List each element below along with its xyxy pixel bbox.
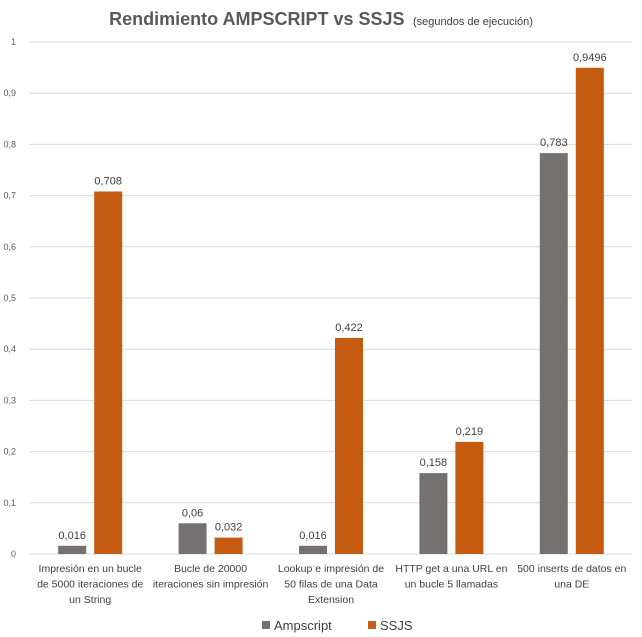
bar-ampscript [178, 523, 207, 554]
data-label: 0,158 [420, 457, 448, 469]
category-label-line: Impresión en un bucle [39, 563, 142, 575]
data-label: 0,9496 [573, 52, 607, 64]
bar-ampscript [539, 153, 568, 554]
category-label-line: 50 filas de una Data [284, 579, 378, 591]
bar-ampscript [58, 545, 87, 554]
category-label-line: de 5000 iteraciones de [37, 579, 143, 591]
legend: Ampscript SSJS [262, 618, 413, 633]
y-axis-ticks: 0 0,1 0,2 0,3 0,4 0,5 0,6 0,7 0,8 0,9 1 [3, 37, 16, 559]
x-axis-categories: Impresión en un bucle de 5000 iteraciones… [37, 563, 626, 606]
y-tick-label: 0,4 [3, 344, 16, 354]
category-label-line: 500 inserts de datos en [517, 563, 626, 575]
data-labels: 0,016 0,708 0,06 0,032 0,016 0,422 0,158 0,219 0… [58, 52, 606, 542]
bar-ssjs [94, 191, 123, 554]
bar-ampscript [299, 545, 327, 554]
data-label: 0,016 [299, 530, 327, 542]
category-label-line: Lookup e impresión de [278, 563, 384, 575]
bar-ssjs [335, 337, 363, 554]
category-label: 500 inserts de datos en una DE [517, 563, 626, 591]
legend-label-ampscript: Ampscript [274, 618, 332, 633]
category-label: Bucle de 20000 iteraciones sin impresión [153, 563, 269, 591]
data-label: 0,708 [94, 176, 122, 188]
y-tick-label: 0,8 [3, 139, 16, 149]
category-label-line: un String [69, 594, 111, 606]
category-label-line: iteraciones sin impresión [153, 579, 269, 591]
category-label-line: Extension [308, 594, 354, 606]
gridlines [30, 41, 632, 555]
y-tick-label: 0,7 [3, 191, 16, 201]
legend-swatch-ampscript [262, 621, 270, 629]
category-label-line: una DE [554, 579, 589, 591]
chart-subtitle: (segundos de ejecución) [413, 16, 533, 28]
chart-title: Rendimiento AMPSCRIPT vs SSJS (segundos … [109, 9, 533, 29]
y-tick-label: 0,2 [3, 447, 16, 457]
category-label: HTTP get a una URL en un bucle 5 llamadas [395, 563, 507, 591]
data-label: 0,016 [58, 530, 86, 542]
data-label: 0,219 [456, 426, 484, 438]
bar-ssjs [214, 537, 243, 554]
legend-swatch-ssjs [368, 621, 376, 629]
y-tick-label: 0,3 [3, 395, 16, 405]
bar-ssjs [455, 441, 484, 554]
category-label-line: un bucle 5 llamadas [405, 579, 498, 591]
y-tick-label: 0,1 [3, 498, 16, 508]
y-tick-label: 0 [11, 549, 16, 559]
data-label: 0,06 [182, 507, 203, 519]
y-tick-label: 0,5 [3, 293, 16, 303]
chart-title-main: Rendimiento AMPSCRIPT vs SSJS [109, 9, 404, 29]
bars [58, 67, 604, 554]
legend-label-ssjs: SSJS [380, 618, 413, 633]
y-tick-label: 0,9 [3, 88, 16, 98]
bar-ampscript [419, 473, 448, 554]
data-label: 0,422 [335, 322, 363, 334]
category-label: Impresión en un bucle de 5000 iteraciones… [37, 563, 143, 606]
category-label: Lookup e impresión de 50 filas de una Dat… [278, 563, 384, 606]
data-label: 0,783 [540, 137, 568, 149]
category-label-line: HTTP get a una URL en [395, 563, 507, 575]
y-tick-label: 0,6 [3, 242, 16, 252]
y-tick-label: 1 [11, 37, 16, 47]
category-label-line: Bucle de 20000 [174, 563, 247, 575]
data-label: 0,032 [215, 522, 243, 534]
bar-ssjs [575, 67, 604, 554]
